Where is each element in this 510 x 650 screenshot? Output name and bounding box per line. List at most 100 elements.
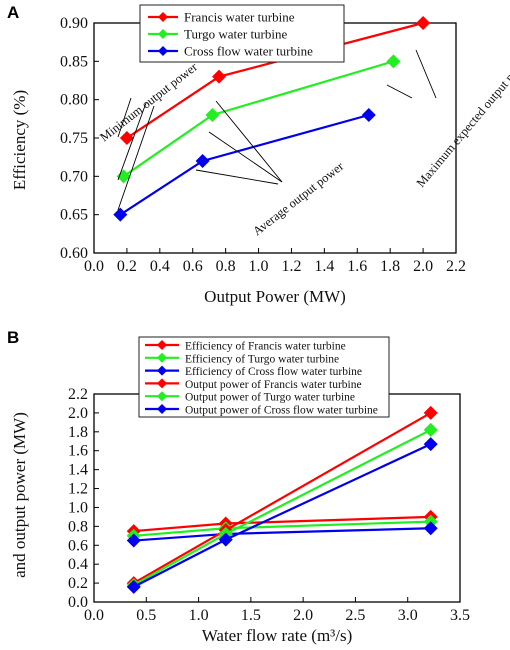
y-tick-label: 0.6 <box>68 537 88 554</box>
x-tick-label: 1.0 <box>249 258 269 275</box>
y-axis-title-b: and output power (MW) <box>10 412 29 578</box>
legend-box-b <box>138 336 390 418</box>
legend-a: Francis water turbine Turgo water turbine… <box>148 10 313 59</box>
axes-b: 0.0 0.5 1.0 1.5 2.0 2.5 3.0 3.5 0.0 0.2 0.4 0.6 0.8 1… <box>68 386 470 624</box>
series-line-5 <box>133 443 432 588</box>
x-tick-label: 1.2 <box>281 258 301 275</box>
x-tick-label: 2.5 <box>345 607 365 624</box>
x-axis-title-a: Output Power (MW) <box>204 287 346 306</box>
x-tick-label: 2.0 <box>293 607 313 624</box>
legend-label-5: Output power of Cross flow water turbine <box>185 405 378 417</box>
data-point-2-1 <box>195 154 210 168</box>
x-tick-label: 0.8 <box>216 258 236 275</box>
arrow-avg-crossflow <box>195 169 279 185</box>
legend-marker-2 <box>158 46 168 56</box>
legend-marker-4 <box>157 391 167 402</box>
y-tick-label: 0.75 <box>60 130 88 147</box>
x-tick-label: 1.8 <box>380 258 400 275</box>
data-point-1-2 <box>386 54 401 69</box>
data-point-1-1 <box>205 108 220 122</box>
x-tick-label: 0.2 <box>117 258 137 275</box>
series-a <box>113 16 431 222</box>
panel-label-b: B <box>7 328 19 347</box>
y-tick-label: 0.90 <box>60 15 88 32</box>
x-tick-label: 3.5 <box>450 607 470 624</box>
x-tick-label: 2.0 <box>413 258 433 275</box>
arrow-max-francis <box>415 49 437 99</box>
legend-marker-0 <box>158 12 168 22</box>
data-point-2-0 <box>113 207 128 222</box>
x-tick-label: 1.5 <box>241 607 261 624</box>
arrow-min-francis <box>117 97 132 138</box>
y-axis-title-a: Efficiency (%) <box>10 90 29 190</box>
data-point-5-2 <box>423 437 438 452</box>
legend-label-2: Efficiency of Cross flow water turbine <box>185 366 362 378</box>
legend-label-2: Cross flow water turbine <box>184 44 313 59</box>
arrow-avg-francis <box>215 100 283 183</box>
annotation-arrows <box>117 49 437 211</box>
y-tick-label: 1.8 <box>68 424 88 441</box>
panel-label-a: A <box>7 3 19 22</box>
y-tick-label: 0.85 <box>60 53 88 70</box>
y-tick-label: 1.6 <box>68 443 88 460</box>
data-point-3-2 <box>423 405 438 420</box>
annotation-min-output: Minimum output power <box>97 59 200 144</box>
y-tick-label: 0.80 <box>60 92 88 109</box>
data-point-1-0 <box>116 169 131 184</box>
x-tick-label: 1.6 <box>347 258 367 275</box>
y-tick-label: 1.0 <box>68 499 88 516</box>
legend-label-1: Efficiency of Turgo water turbine <box>185 353 339 365</box>
legend-label-0: Francis water turbine <box>184 10 295 25</box>
data-point-4-2 <box>423 422 438 437</box>
data-point-2-2 <box>361 108 376 122</box>
y-tick-label: 1.2 <box>68 481 88 498</box>
series-line-4 <box>133 428 432 586</box>
legend-label-1: Turgo water turbine <box>184 27 288 42</box>
data-point-2-0 <box>126 533 141 548</box>
legend-marker-0 <box>157 340 167 350</box>
y-tick-label: 0.70 <box>60 168 88 185</box>
y-tick-label: 0.60 <box>60 245 88 262</box>
legend-label-3: Output power of Francis water turbine <box>185 379 362 391</box>
annotation-max-output: Maximum expected output power <box>414 51 510 190</box>
y-tick-label: 0.65 <box>60 207 88 224</box>
y-tick-label: 2.2 <box>68 386 88 403</box>
y-tick-label: 0.4 <box>68 556 88 573</box>
data-point-5-0 <box>126 579 141 594</box>
series-b <box>126 405 438 594</box>
x-tick-label: 1.4 <box>314 258 334 275</box>
y-tick-label: 0.2 <box>68 575 88 592</box>
legend-marker-2 <box>157 365 167 376</box>
legend-marker-1 <box>157 352 167 363</box>
x-tick-label: 1.0 <box>189 607 209 624</box>
arrow-max-turgo <box>386 84 413 99</box>
x-axis-title-b: Water flow rate (m³/s) <box>202 626 353 645</box>
legend-marker-3 <box>157 378 167 389</box>
y-tick-label: 0.0 <box>68 594 88 611</box>
series-line-3 <box>133 411 432 585</box>
legend-marker-1 <box>158 29 168 39</box>
arrow-avg-turgo <box>208 131 283 183</box>
data-point-0-2 <box>416 16 431 30</box>
data-point-5-1 <box>218 532 233 547</box>
x-tick-label: 0.6 <box>183 258 203 275</box>
legend-label-0: Efficiency of Francis water turbine <box>185 341 346 353</box>
x-tick-label: 3.0 <box>398 607 418 624</box>
annotations-a: Minimum output power Average output powe… <box>97 49 510 238</box>
y-tick-label: 0.8 <box>68 518 88 535</box>
data-point-0-1 <box>212 69 227 84</box>
legend-marker-5 <box>157 404 167 414</box>
x-tick-label: 0.0 <box>84 607 104 624</box>
axes-a: 0.0 0.2 0.4 0.6 0.8 1.0 1.2 1.4 1.6 1.8 2.0 2.2 0.60… <box>60 15 466 275</box>
x-tick-label: 0.4 <box>150 258 170 275</box>
series-line-2 <box>133 527 431 542</box>
arrow-min-crossflow <box>117 105 155 211</box>
x-tick-label: 2.2 <box>446 258 466 275</box>
y-tick-label: 2.0 <box>68 405 88 422</box>
y-tick-label: 1.4 <box>68 462 88 479</box>
x-tick-label: 0.0 <box>84 258 104 275</box>
arrow-min-turgo <box>117 102 147 181</box>
legend-b: Efficiency of Francis water turbineEffic… <box>145 340 378 417</box>
x-tick-label: 0.5 <box>136 607 156 624</box>
